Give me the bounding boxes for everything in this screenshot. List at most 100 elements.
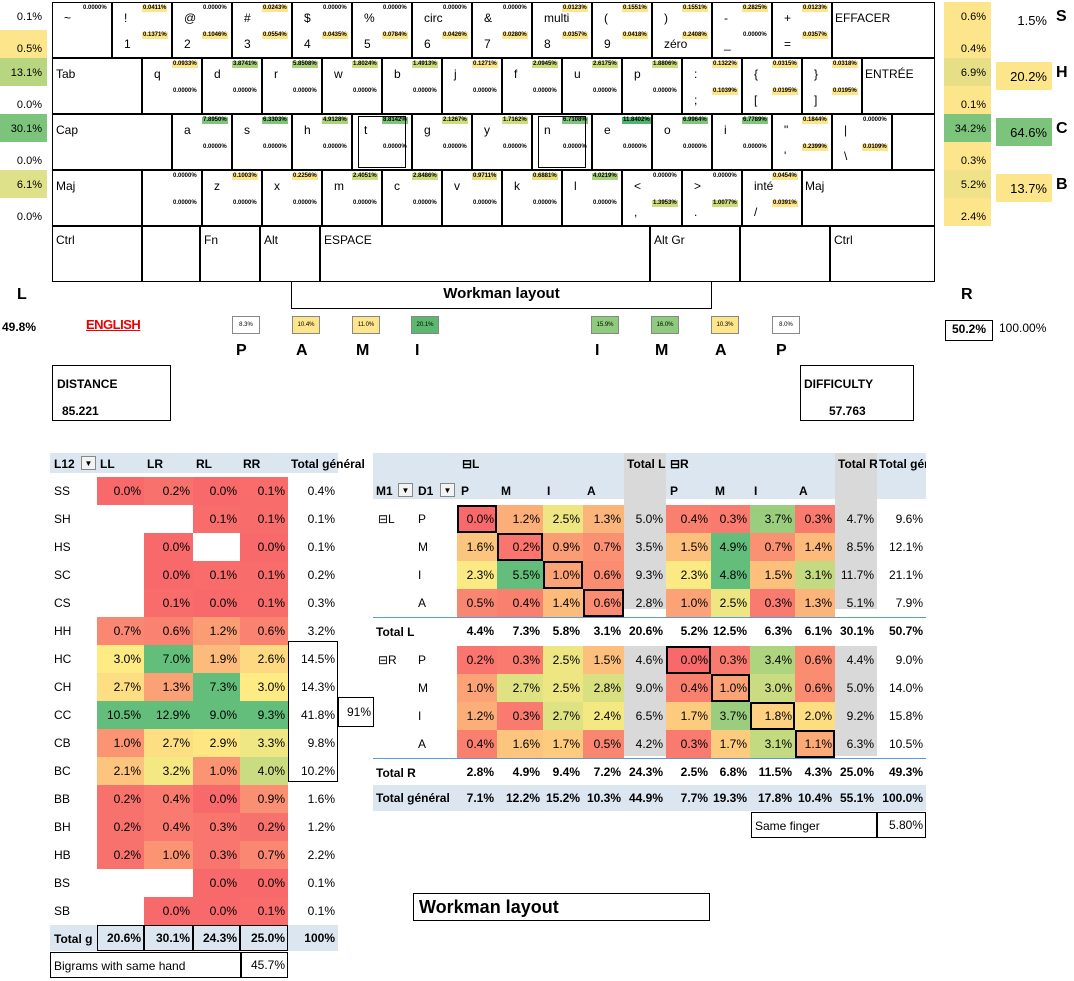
- key-upper-frequency: 0.0000%: [173, 173, 197, 179]
- pivot2-cell-r: 4.8%: [711, 561, 750, 589]
- pivot2-total-r: 5.1%: [846, 596, 874, 610]
- key-upper-frequency: 0.0243%: [262, 5, 288, 12]
- key-lower-frequency: 0.0000%: [443, 144, 467, 150]
- pivot2-subcol-r: P: [670, 484, 679, 498]
- key-row2-end[interactable]: [892, 114, 935, 170]
- pivot2-subtotal-cell: 2.8%: [466, 765, 494, 779]
- pivot2-subtotal-line: [373, 617, 926, 618]
- key-blank-2[interactable]: [740, 226, 830, 282]
- key-r0-6[interactable]: [412, 2, 472, 58]
- pivot2-cell-r: 1.1%: [795, 730, 835, 758]
- pivot2-subtotal-cell: 9.4%: [552, 765, 580, 779]
- key-space-label: ESPACE: [324, 233, 372, 247]
- key-blank-1[interactable]: [142, 226, 200, 282]
- key-r2-11[interactable]: [832, 114, 892, 170]
- key-upper-frequency: 0.0318%: [832, 61, 858, 68]
- key-alt-label: Alt: [264, 233, 279, 247]
- key-upper-frequency: 0.0123%: [562, 5, 588, 12]
- pivot1-cell: 0.1%: [240, 589, 288, 617]
- key-capslock[interactable]: [52, 114, 172, 170]
- key-space[interactable]: [320, 226, 650, 282]
- pivot1-filter-dropdown[interactable]: ▼: [81, 456, 96, 470]
- pivot1-row-total: 3.2%: [307, 624, 335, 638]
- pivot2-col-group-l: ⊟L: [462, 457, 480, 471]
- key-bottom-label: ': [784, 149, 787, 163]
- pivot2-header-total-g: Total général: [879, 457, 926, 471]
- key-r0-7[interactable]: [472, 2, 532, 58]
- pivot1-cc-box: [338, 697, 374, 727]
- pivot2-finger-label: I: [418, 568, 422, 582]
- key-top-label: a: [184, 123, 191, 137]
- pivot2-col-group-r: ⊟R: [670, 457, 689, 471]
- pivot2-subtotal-cell: 4.9%: [512, 765, 540, 779]
- key-r3-8[interactable]: [622, 170, 682, 226]
- pivot1-row-label: SH: [54, 512, 71, 526]
- pivot1-cell: [97, 589, 144, 617]
- right-side-pct: 2.4%: [944, 198, 991, 226]
- key-upper-frequency: 6.3303%: [262, 117, 288, 124]
- pivot2-cell-l: 0.4%: [457, 730, 497, 758]
- key-upper-frequency: 6.7108%: [562, 117, 588, 124]
- pivot2-subcol-r: M: [715, 484, 725, 498]
- pivot1-row-total: 41.8%: [300, 708, 335, 722]
- pivot1-row-total: 1.2%: [307, 820, 335, 834]
- key-r2-4[interactable]: [412, 114, 472, 170]
- pivot2-grand-total-bg: [373, 785, 926, 811]
- key-r0-4[interactable]: [292, 2, 352, 58]
- pivot1-row-total: 0.1%: [307, 512, 335, 526]
- pivot2-subtotal-cell: 2.5%: [680, 765, 708, 779]
- key-r3-9[interactable]: [682, 170, 742, 226]
- pivot2-row-field-2-dropdown[interactable]: ▼: [440, 483, 455, 497]
- key-altgr[interactable]: [650, 226, 740, 282]
- key-top-label: v: [454, 179, 460, 193]
- pivot1-cell: 0.7%: [240, 841, 288, 869]
- key-lower-frequency: 0.0357%: [562, 32, 588, 39]
- key-r3-0[interactable]: [142, 170, 202, 226]
- key-upper-frequency: 0.1003%: [232, 173, 258, 180]
- pivot2-group-label[interactable]: ⊟L: [378, 512, 395, 526]
- pivot1-cell: 2.7%: [144, 729, 193, 757]
- key-backspace[interactable]: [832, 2, 935, 58]
- pivot2-total-l-shade: [624, 453, 666, 609]
- pivot2-row-field-1-dropdown[interactable]: ▼: [398, 483, 413, 497]
- key-home-marker-t: [358, 116, 406, 168]
- pivot1-cell: 3.2%: [144, 757, 193, 785]
- key-fn[interactable]: [200, 226, 260, 282]
- key-shift-left[interactable]: [52, 170, 142, 226]
- key-top-label: <: [634, 179, 642, 193]
- pivot1-row-label: CB: [54, 736, 71, 750]
- key-r0-2[interactable]: [172, 2, 232, 58]
- key-upper-frequency: 0.0000%: [443, 5, 467, 11]
- pivot2-cell-r: 0.3%: [750, 589, 795, 617]
- key-upper-frequency: 1.8024%: [352, 61, 378, 68]
- key-upper-frequency: 6.9964%: [682, 117, 708, 124]
- key-top-label: q: [154, 67, 161, 81]
- pivot2-grand-cell: 17.8%: [757, 791, 792, 805]
- row-total-letter: S: [1056, 8, 1067, 25]
- key-shift-right[interactable]: [802, 170, 935, 226]
- key-enter[interactable]: [862, 58, 935, 114]
- key-bottom-label: 4: [304, 37, 311, 51]
- key-upper-frequency: 0.0000%: [383, 5, 407, 11]
- pivot1-grand-total: 100%: [304, 931, 335, 945]
- pivot2-group-label[interactable]: ⊟R: [378, 653, 397, 667]
- pivot2-subcol-l: M: [501, 484, 511, 498]
- key-alt[interactable]: [260, 226, 320, 282]
- finger-pct: 16.0%: [651, 316, 679, 334]
- key-r0-5[interactable]: [352, 2, 412, 58]
- pivot1-cell: [193, 533, 240, 561]
- key-r0-0[interactable]: [52, 2, 112, 58]
- pivot1-cell: 0.3%: [193, 841, 240, 869]
- key-bottom-label: ,: [634, 205, 638, 219]
- key-tab[interactable]: [52, 58, 142, 114]
- pivot2-subtotal-label: Total R: [376, 766, 416, 780]
- keyboard-title: Workman layout: [443, 285, 560, 302]
- pivot1-cell: 0.9%: [240, 785, 288, 813]
- key-ctrl-left[interactable]: [52, 226, 142, 282]
- key-ctrl-right[interactable]: [830, 226, 935, 282]
- pivot2-subtotal-cell: 11.5%: [758, 765, 792, 779]
- key-top-label: s: [244, 123, 250, 137]
- pivot2-total-r-shade: [835, 453, 877, 609]
- key-upper-frequency: 0.1551%: [682, 5, 708, 12]
- finger-letter: I: [595, 342, 600, 359]
